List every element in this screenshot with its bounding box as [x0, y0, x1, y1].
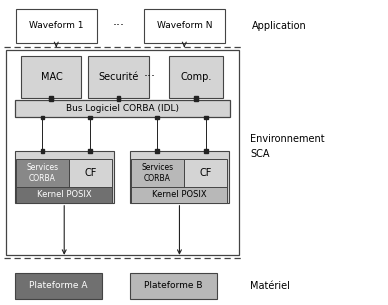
Text: ···: ··· — [144, 70, 155, 83]
Text: Securité: Securité — [98, 72, 139, 82]
Text: Kernel POSIX: Kernel POSIX — [37, 190, 91, 199]
Bar — [116, 96, 120, 99]
Text: SCA: SCA — [250, 149, 270, 159]
Bar — [204, 149, 208, 152]
Bar — [194, 98, 198, 101]
Bar — [15, 151, 114, 203]
Text: Bus Logiciel CORBA (IDL): Bus Logiciel CORBA (IDL) — [66, 104, 179, 113]
Bar — [15, 100, 230, 117]
Bar — [50, 98, 54, 101]
Bar — [144, 9, 225, 43]
Bar — [41, 116, 44, 119]
Text: Environnement: Environnement — [250, 134, 325, 144]
Text: Services
CORBA: Services CORBA — [141, 163, 173, 183]
Bar — [194, 96, 198, 99]
Bar — [155, 149, 159, 152]
Text: Plateforme A: Plateforme A — [29, 282, 88, 290]
Bar — [21, 56, 81, 98]
Bar — [116, 98, 120, 101]
Bar — [88, 56, 149, 98]
Bar — [16, 187, 112, 203]
Text: Matériel: Matériel — [250, 281, 290, 291]
Text: CF: CF — [84, 168, 97, 178]
Bar — [131, 187, 227, 203]
Bar — [131, 159, 184, 188]
Bar — [15, 273, 102, 299]
Bar — [16, 9, 97, 43]
Text: CF: CF — [199, 168, 212, 178]
Bar — [184, 159, 227, 188]
Bar — [88, 149, 92, 152]
Bar — [88, 116, 92, 119]
Bar — [130, 273, 217, 299]
Text: Plateforme B: Plateforme B — [144, 282, 203, 290]
Bar — [69, 159, 112, 188]
Bar — [41, 149, 44, 152]
Bar — [6, 50, 239, 255]
Text: Waveform 1: Waveform 1 — [29, 21, 83, 30]
Text: Services
CORBA: Services CORBA — [26, 163, 59, 183]
Text: ···: ··· — [113, 20, 124, 32]
Text: Application: Application — [252, 21, 307, 31]
Text: Comp.: Comp. — [180, 72, 211, 82]
Text: Kernel POSIX: Kernel POSIX — [152, 190, 206, 199]
Bar — [130, 151, 229, 203]
Bar — [16, 159, 69, 188]
Bar — [50, 96, 54, 99]
Bar — [169, 56, 223, 98]
Bar — [204, 116, 208, 119]
Bar — [155, 116, 159, 119]
Text: Waveform N: Waveform N — [156, 21, 212, 30]
Text: MAC: MAC — [40, 72, 62, 82]
